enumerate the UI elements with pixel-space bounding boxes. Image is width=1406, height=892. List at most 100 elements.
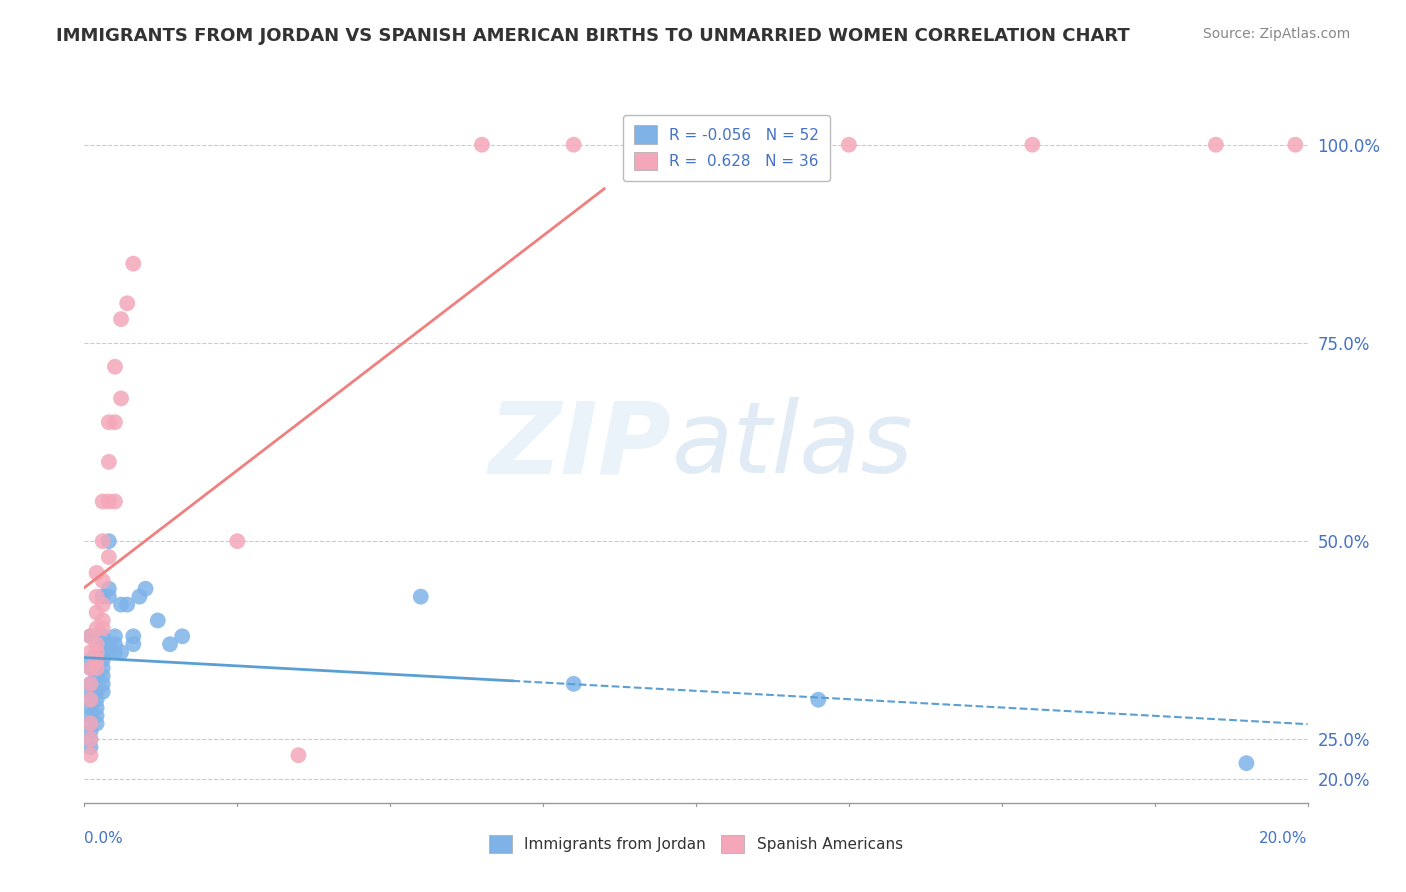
Point <box>409 590 432 604</box>
Point <box>86 566 108 580</box>
Point <box>97 582 120 596</box>
Point <box>135 582 157 596</box>
Point <box>79 716 101 731</box>
Point <box>79 653 101 667</box>
Text: IMMIGRANTS FROM JORDAN VS SPANISH AMERICAN BIRTHS TO UNMARRIED WOMEN CORRELATION: IMMIGRANTS FROM JORDAN VS SPANISH AMERIC… <box>56 27 1130 45</box>
Point <box>159 637 181 651</box>
Point <box>97 637 120 651</box>
Point <box>122 637 145 651</box>
Text: Source: ZipAtlas.com: Source: ZipAtlas.com <box>1202 27 1350 41</box>
Point <box>86 653 108 667</box>
Point <box>79 677 101 691</box>
Point <box>86 645 108 659</box>
Point <box>562 677 585 691</box>
Point <box>79 724 101 739</box>
Point <box>807 692 830 706</box>
Point <box>1236 756 1258 771</box>
Point <box>97 549 120 564</box>
Point <box>91 661 114 675</box>
Point <box>86 590 108 604</box>
Point <box>115 296 138 310</box>
Point <box>122 629 145 643</box>
Point <box>91 653 114 667</box>
Point <box>104 359 127 374</box>
Point <box>110 392 132 406</box>
Point <box>91 685 114 699</box>
Point <box>172 629 194 643</box>
Point <box>97 455 120 469</box>
Point <box>91 534 114 549</box>
Point <box>104 645 127 659</box>
Point <box>86 692 108 706</box>
Point <box>97 494 120 508</box>
Point <box>97 534 120 549</box>
Point <box>97 590 120 604</box>
Point <box>104 629 127 643</box>
Point <box>91 645 114 659</box>
Point <box>79 629 101 643</box>
Point <box>79 708 101 723</box>
Legend: Immigrants from Jordan, Spanish Americans: Immigrants from Jordan, Spanish American… <box>484 829 908 859</box>
Point <box>91 494 114 508</box>
Point <box>91 637 114 651</box>
Point <box>79 661 101 675</box>
Point <box>79 740 101 755</box>
Point <box>79 677 101 691</box>
Point <box>110 645 132 659</box>
Point <box>79 661 101 675</box>
Point <box>86 653 108 667</box>
Point <box>79 685 101 699</box>
Point <box>79 732 101 747</box>
Point <box>104 494 127 508</box>
Point <box>287 748 309 763</box>
Point <box>91 614 114 628</box>
Point <box>79 700 101 714</box>
Point <box>91 621 114 635</box>
Point <box>86 606 108 620</box>
Text: atlas: atlas <box>672 398 912 494</box>
Point <box>86 700 108 714</box>
Text: 20.0%: 20.0% <box>1260 831 1308 847</box>
Point <box>115 598 138 612</box>
Point <box>91 598 114 612</box>
Point <box>86 637 108 651</box>
Point <box>79 716 101 731</box>
Point <box>86 669 108 683</box>
Point <box>128 590 150 604</box>
Point <box>79 645 101 659</box>
Point <box>79 732 101 747</box>
Point <box>97 415 120 429</box>
Point <box>146 614 169 628</box>
Point <box>86 685 108 699</box>
Point <box>104 637 127 651</box>
Point <box>104 415 127 429</box>
Point <box>91 629 114 643</box>
Point <box>86 708 108 723</box>
Point <box>110 312 132 326</box>
Point <box>654 137 676 152</box>
Point <box>122 257 145 271</box>
Text: ZIP: ZIP <box>488 398 672 494</box>
Point <box>471 137 494 152</box>
Point <box>838 137 860 152</box>
Point <box>97 645 120 659</box>
Point <box>86 621 108 635</box>
Point <box>91 590 114 604</box>
Point <box>86 645 108 659</box>
Point <box>226 534 249 549</box>
Point <box>79 692 101 706</box>
Point <box>86 716 108 731</box>
Point <box>79 629 101 643</box>
Point <box>79 748 101 763</box>
Point <box>1284 137 1306 152</box>
Point <box>86 661 108 675</box>
Point <box>91 669 114 683</box>
Point <box>91 574 114 588</box>
Point <box>562 137 585 152</box>
Point <box>1021 137 1043 152</box>
Point <box>86 629 108 643</box>
Point <box>91 677 114 691</box>
Text: 0.0%: 0.0% <box>84 831 124 847</box>
Point <box>79 692 101 706</box>
Point <box>1205 137 1227 152</box>
